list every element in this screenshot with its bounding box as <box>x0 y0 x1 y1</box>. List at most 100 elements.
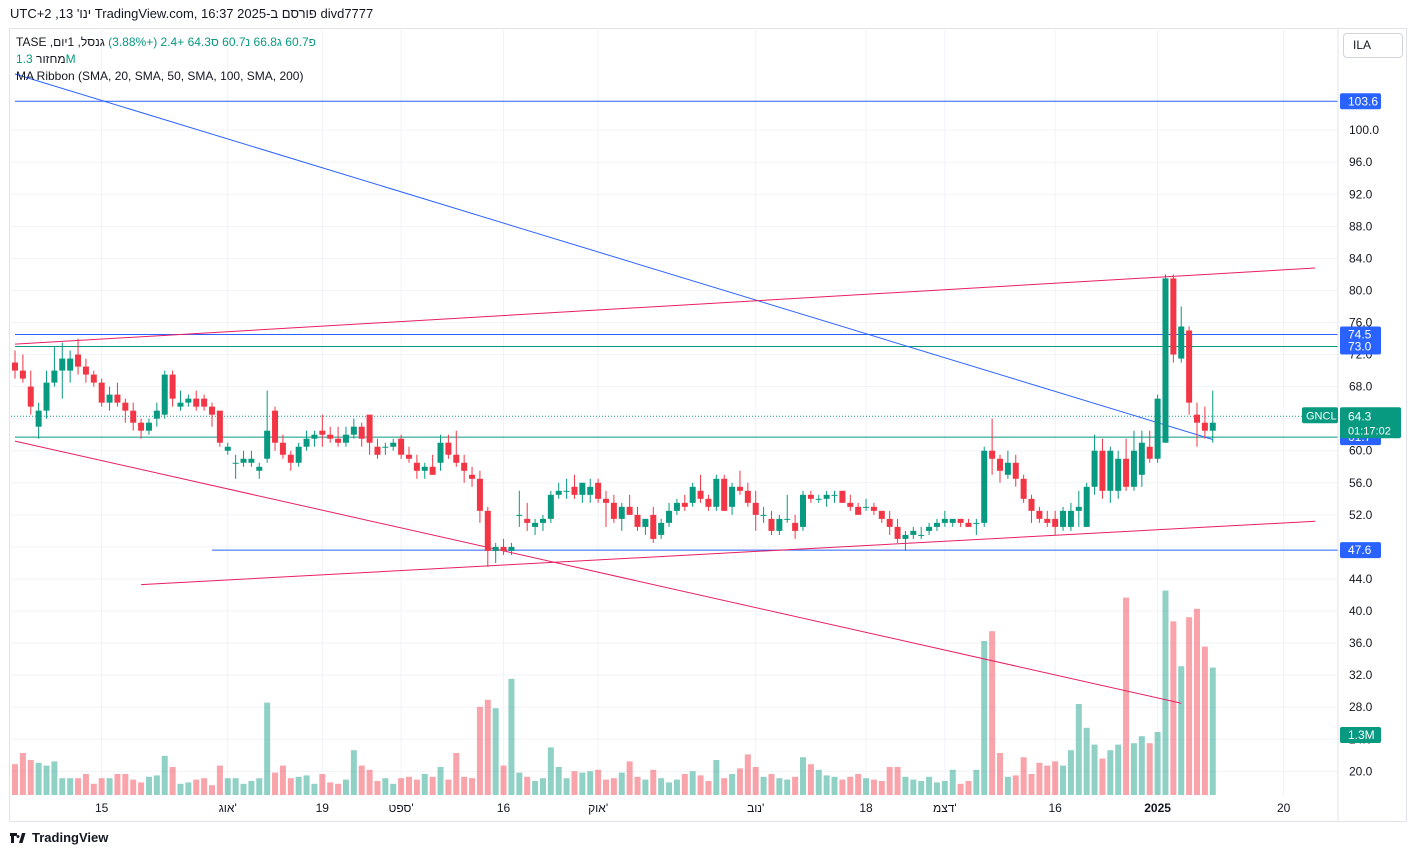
candle-body[interactable] <box>51 370 58 383</box>
candle-body[interactable] <box>216 410 223 443</box>
volume-bar[interactable] <box>272 772 279 795</box>
candle-body[interactable] <box>941 518 948 523</box>
candle-body[interactable] <box>319 430 326 435</box>
volume-bar[interactable] <box>90 783 97 795</box>
candle-body[interactable] <box>579 482 586 495</box>
volume-bar[interactable] <box>287 778 294 795</box>
candle-body[interactable] <box>878 510 885 519</box>
candle-body[interactable] <box>106 394 113 403</box>
volume-bar[interactable] <box>736 768 743 795</box>
volume-bar[interactable] <box>705 781 712 795</box>
candle-body[interactable] <box>1170 278 1177 355</box>
candle-body[interactable] <box>327 434 334 439</box>
candle-body[interactable] <box>19 370 26 379</box>
volume-bar[interactable] <box>1083 727 1090 795</box>
volume-bar[interactable] <box>122 774 129 795</box>
candle-body[interactable] <box>1194 414 1200 423</box>
candle-body[interactable] <box>926 526 933 531</box>
candle-body[interactable] <box>12 362 18 371</box>
candle-body[interactable] <box>453 454 460 463</box>
candle-body[interactable] <box>957 518 964 523</box>
candle-body[interactable] <box>910 530 917 535</box>
candle-body[interactable] <box>713 478 720 507</box>
volume-bar[interactable] <box>1028 774 1035 795</box>
volume-bar[interactable] <box>484 699 491 795</box>
candle-body[interactable] <box>90 374 97 383</box>
volume-bar[interactable] <box>926 776 933 795</box>
candle-body[interactable] <box>752 502 759 515</box>
candle-body[interactable] <box>839 490 846 503</box>
candle-body[interactable] <box>295 446 302 463</box>
volume-bar[interactable] <box>1036 762 1043 795</box>
volume-bar[interactable] <box>138 782 145 795</box>
candle-body[interactable] <box>539 518 546 523</box>
candle-body[interactable] <box>1083 486 1090 527</box>
volume-bar[interactable] <box>823 775 830 795</box>
volume-bar[interactable] <box>342 779 349 795</box>
volume-bar[interactable] <box>863 778 870 795</box>
symbol-tag[interactable] <box>1302 407 1338 424</box>
volume-bar[interactable] <box>957 783 964 795</box>
volume-bar[interactable] <box>264 702 271 795</box>
legend-volume-label[interactable]: מחזור <box>36 52 66 66</box>
candle-body[interactable] <box>311 434 318 439</box>
volume-bar[interactable] <box>886 767 893 795</box>
volume-bar[interactable] <box>571 771 578 795</box>
candle-body[interactable] <box>689 486 696 503</box>
volume-bar[interactable] <box>997 753 1003 795</box>
volume-bar[interactable] <box>1146 743 1153 795</box>
candle-body[interactable] <box>658 522 665 535</box>
candle-body[interactable] <box>1052 518 1059 527</box>
volume-badge[interactable] <box>1340 727 1381 743</box>
candle-body[interactable] <box>279 442 286 455</box>
candle-body[interactable] <box>169 374 176 399</box>
candle-body[interactable] <box>469 474 476 479</box>
candle-body[interactable] <box>193 398 200 407</box>
candle-body[interactable] <box>1107 450 1114 491</box>
volume-bar[interactable] <box>539 778 546 795</box>
volume-bar[interactable] <box>461 776 468 795</box>
volume-bar[interactable] <box>311 783 318 795</box>
volume-bar[interactable] <box>1201 646 1208 795</box>
price-label-badge[interactable] <box>1340 338 1381 355</box>
volume-bar[interactable] <box>752 767 759 795</box>
volume-bar[interactable] <box>153 775 160 795</box>
volume-bar[interactable] <box>185 782 192 795</box>
volume-bar[interactable] <box>870 779 877 795</box>
candle-body[interactable] <box>421 466 428 471</box>
volume-bar[interactable] <box>19 753 26 795</box>
volume-bar[interactable] <box>894 767 901 795</box>
candle-body[interactable] <box>67 358 74 371</box>
volume-bar[interactable] <box>1020 757 1027 795</box>
candle-body[interactable] <box>870 506 877 511</box>
volume-bar[interactable] <box>933 782 940 795</box>
volume-bar[interactable] <box>1209 667 1216 795</box>
volume-bar[interactable] <box>941 781 948 795</box>
volume-bar[interactable] <box>59 778 66 795</box>
volume-bar[interactable] <box>918 781 925 795</box>
candle-body[interactable] <box>209 406 215 415</box>
candle-body[interactable] <box>886 518 893 527</box>
candle-body[interactable] <box>35 410 42 427</box>
candle-body[interactable] <box>303 438 310 447</box>
volume-bar[interactable] <box>366 769 373 795</box>
candle-body[interactable] <box>350 426 357 435</box>
candle-body[interactable] <box>366 414 373 443</box>
candle-body[interactable] <box>1091 450 1098 487</box>
candle-body[interactable] <box>201 398 208 407</box>
volume-bar[interactable] <box>240 783 247 795</box>
volume-bar[interactable] <box>421 774 428 795</box>
volume-bar[interactable] <box>114 774 121 795</box>
candle-body[interactable] <box>476 478 483 511</box>
volume-bar[interactable] <box>713 760 720 795</box>
candle-body[interactable] <box>595 482 602 499</box>
candle-body[interactable] <box>1186 330 1193 403</box>
volume-bar[interactable] <box>445 779 452 795</box>
volume-bar[interactable] <box>248 781 255 795</box>
volume-bar[interactable] <box>973 769 980 795</box>
volume-bar[interactable] <box>650 769 657 795</box>
candle-body[interactable] <box>989 450 996 459</box>
volume-bar[interactable] <box>666 782 673 795</box>
candle-body[interactable] <box>500 546 507 551</box>
last-price-badge[interactable] <box>1340 407 1401 439</box>
